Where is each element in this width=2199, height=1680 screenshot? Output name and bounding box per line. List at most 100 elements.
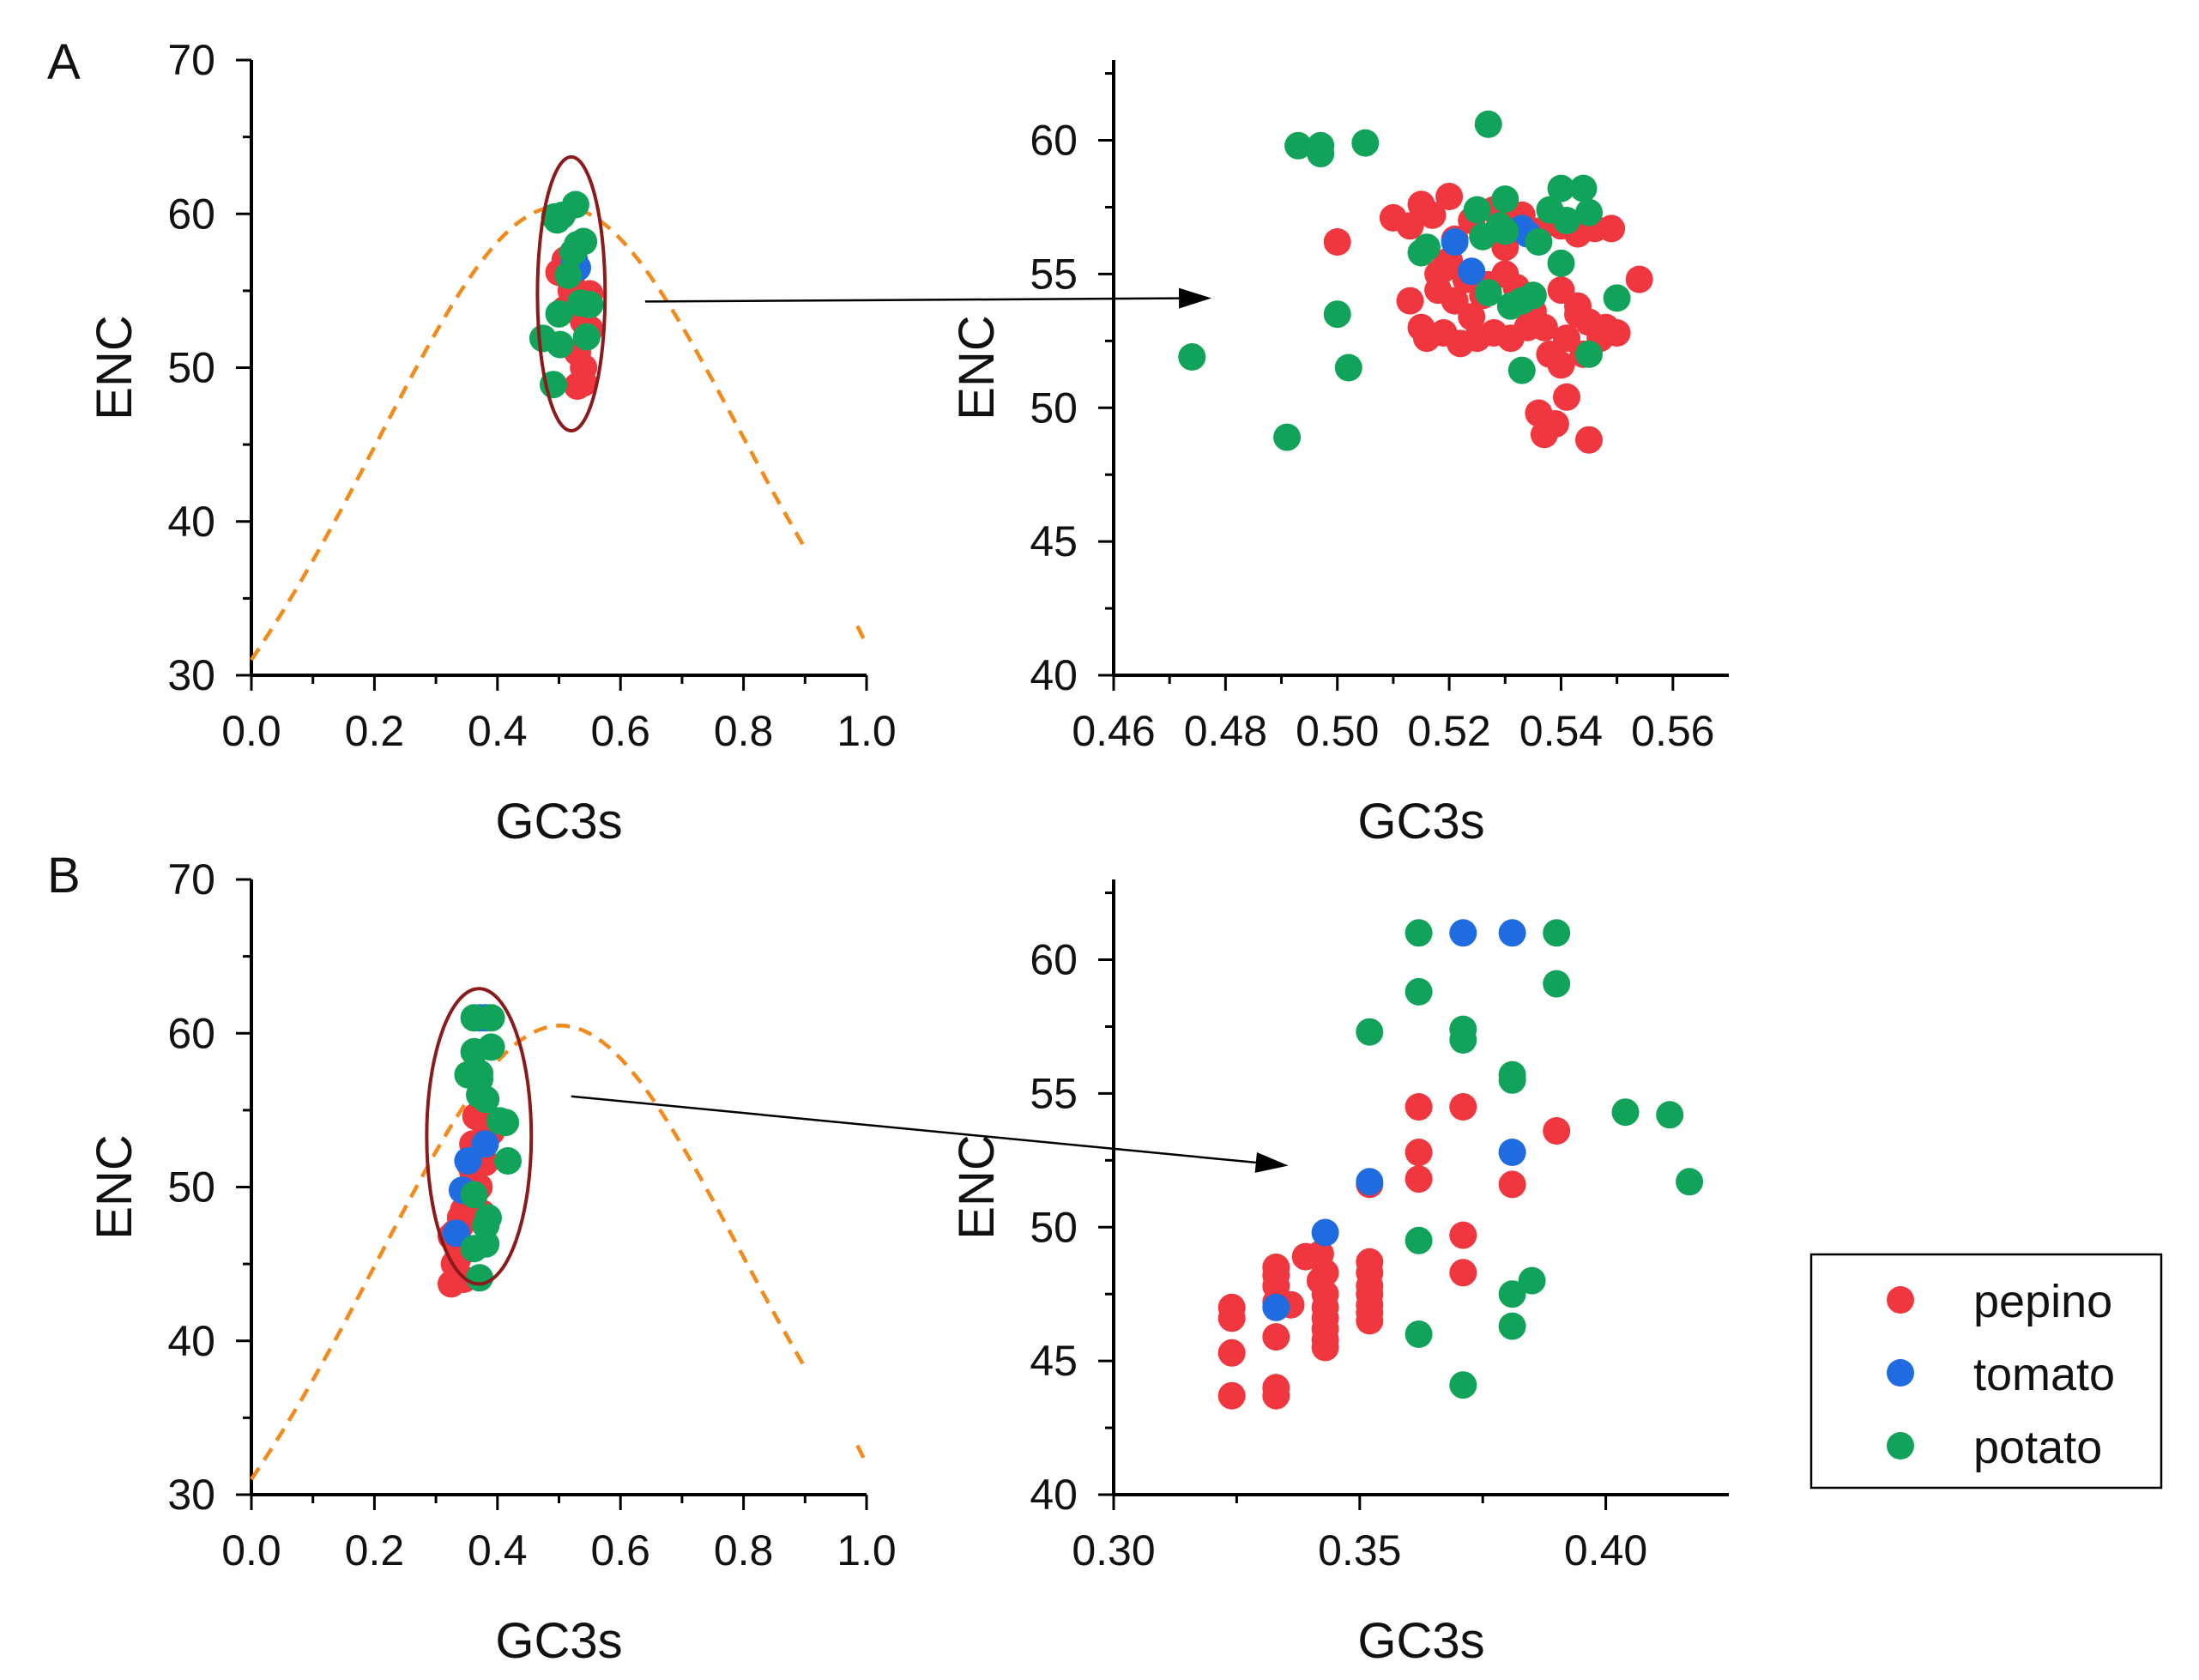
point-potato bbox=[474, 1204, 502, 1232]
point-pepino bbox=[1592, 313, 1620, 341]
point-pepino bbox=[1449, 1093, 1477, 1121]
point-potato bbox=[460, 1181, 488, 1209]
expected-enc-curve bbox=[250, 1024, 807, 1481]
cluster-ellipse bbox=[425, 987, 534, 1286]
series-potato bbox=[1356, 919, 1704, 1399]
point-potato bbox=[545, 299, 573, 328]
point-potato bbox=[1575, 198, 1603, 227]
y-tick-label: 40 bbox=[1030, 1471, 1078, 1519]
y-axis-label: ENC bbox=[949, 1134, 1005, 1239]
point-potato bbox=[466, 1081, 493, 1109]
point-potato bbox=[454, 1061, 482, 1089]
x-axis-label: GC3s bbox=[495, 1613, 622, 1669]
point-pepino bbox=[1311, 1259, 1339, 1287]
y-tick-label: 60 bbox=[167, 1009, 215, 1057]
series-tomato bbox=[1262, 919, 1526, 1321]
point-tomato bbox=[1449, 919, 1477, 947]
point-pepino bbox=[1625, 265, 1653, 293]
point-potato bbox=[1405, 1320, 1433, 1348]
point-potato bbox=[1547, 174, 1575, 202]
y-tick-label: 50 bbox=[1030, 1203, 1078, 1251]
chart-panel-B-zoom: 0.30 0.35 0.40 40 45 50 55 60 GC3s ENC bbox=[949, 879, 1729, 1669]
point-potato bbox=[561, 190, 589, 219]
point-potato bbox=[1449, 1026, 1477, 1054]
x-tick-label: 0.30 bbox=[1072, 1526, 1155, 1574]
point-pepino bbox=[1356, 1307, 1384, 1335]
y-tick-label: 70 bbox=[167, 36, 215, 84]
x-axis-label: GC3s bbox=[1357, 794, 1484, 849]
point-pepino bbox=[1262, 1381, 1290, 1410]
x-tick-label: 0.8 bbox=[714, 707, 774, 755]
point-potato bbox=[1543, 919, 1571, 947]
panel-label: A bbox=[47, 34, 81, 90]
x-axis-label: GC3s bbox=[495, 794, 622, 849]
point-pepino bbox=[1575, 426, 1603, 454]
y-tick-label: 30 bbox=[167, 1471, 215, 1519]
x-tick-label: 0.56 bbox=[1631, 707, 1714, 755]
point-potato bbox=[1273, 423, 1302, 451]
series-potato bbox=[529, 190, 604, 399]
expected-enc-curve-tail bbox=[855, 625, 869, 646]
legend-marker-tomato bbox=[1887, 1359, 1914, 1387]
y-tick-label: 55 bbox=[1030, 1069, 1078, 1117]
point-potato bbox=[1323, 300, 1351, 329]
point-potato bbox=[477, 1033, 505, 1061]
point-potato bbox=[1463, 196, 1491, 224]
legend-label-pepino: pepino bbox=[1973, 1276, 2112, 1327]
point-pepino bbox=[1530, 420, 1558, 449]
point-potato bbox=[492, 1109, 520, 1137]
point-potato bbox=[546, 330, 574, 359]
point-potato bbox=[576, 291, 604, 318]
point-pepino bbox=[1418, 201, 1447, 229]
point-potato bbox=[1498, 1312, 1526, 1340]
chart-panel-A-zoom: 0.46 0.48 0.50 0.52 0.54 0.56 40 45 50 55 60 GC3s EN… bbox=[949, 60, 1729, 849]
point-potato bbox=[1474, 279, 1502, 307]
zoom-arrow-head bbox=[1178, 287, 1212, 309]
point-pepino bbox=[1449, 1259, 1477, 1287]
point-potato bbox=[1178, 343, 1206, 371]
y-tick-label: 45 bbox=[1030, 1337, 1078, 1385]
point-tomato bbox=[1498, 1139, 1526, 1166]
point-pepino bbox=[1405, 1139, 1433, 1166]
x-tick-label: 0.54 bbox=[1519, 707, 1603, 755]
point-potato bbox=[1518, 1266, 1546, 1295]
point-tomato bbox=[1458, 257, 1486, 286]
panel-label: B bbox=[47, 848, 81, 903]
point-potato bbox=[1547, 249, 1575, 277]
legend-label-tomato: tomato bbox=[1973, 1349, 2115, 1400]
y-tick-label: 50 bbox=[167, 344, 215, 392]
legend-marker-pepino bbox=[1887, 1286, 1914, 1314]
x-tick-label: 0.8 bbox=[714, 1526, 774, 1574]
point-potato bbox=[1507, 287, 1536, 315]
point-potato bbox=[1498, 1280, 1526, 1308]
legend-marker-potato bbox=[1887, 1432, 1914, 1459]
point-potato bbox=[1413, 233, 1441, 262]
y-tick-label: 30 bbox=[167, 651, 215, 699]
x-tick-label: 0.52 bbox=[1407, 707, 1490, 755]
point-potato bbox=[554, 261, 583, 289]
x-tick-label: 0.48 bbox=[1184, 707, 1267, 755]
x-tick-label: 0.4 bbox=[468, 1526, 528, 1574]
point-potato bbox=[1449, 1371, 1477, 1399]
point-potato bbox=[1656, 1101, 1684, 1129]
y-tick-label: 45 bbox=[1030, 517, 1078, 565]
cluster-ellipse bbox=[535, 154, 607, 432]
point-potato bbox=[1611, 1098, 1640, 1127]
point-potato bbox=[1491, 217, 1519, 245]
point-potato bbox=[1474, 110, 1502, 138]
point-potato bbox=[1603, 284, 1631, 312]
point-tomato bbox=[1498, 919, 1526, 947]
y-tick-label: 55 bbox=[1030, 250, 1078, 298]
zoom-arrow-line bbox=[571, 1095, 1256, 1164]
point-pepino bbox=[1217, 1381, 1246, 1410]
x-tick-label: 1.0 bbox=[837, 707, 897, 755]
point-potato bbox=[494, 1147, 522, 1175]
series-potato bbox=[1178, 110, 1631, 451]
point-pepino bbox=[1262, 1323, 1290, 1351]
y-tick-label: 60 bbox=[1030, 117, 1078, 165]
expected-enc-curve-tail bbox=[855, 1444, 869, 1465]
y-tick-label: 50 bbox=[167, 1163, 215, 1212]
expected-enc-curve bbox=[250, 204, 807, 662]
point-tomato bbox=[1262, 1293, 1290, 1321]
